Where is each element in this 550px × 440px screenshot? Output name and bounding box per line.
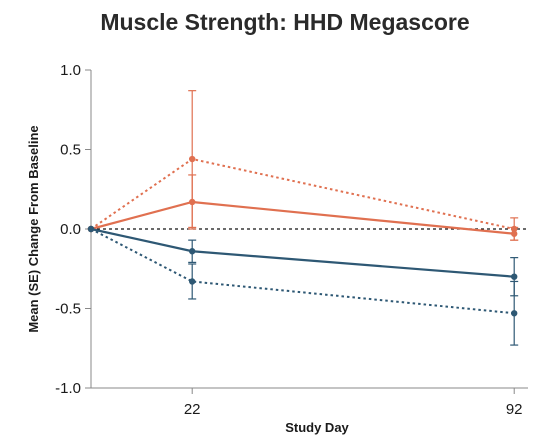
y-axis-label: Mean (SE) Change From Baseline: [26, 125, 41, 332]
x-axis-label: Study Day: [285, 420, 349, 435]
x-tick-label: 22: [184, 401, 201, 418]
series-layer: [87, 90, 519, 346]
data-point: [87, 225, 95, 233]
data-point: [189, 155, 196, 163]
series-line: [90, 157, 515, 230]
series-4: [87, 225, 519, 346]
data-point: [189, 248, 196, 255]
series-line: [90, 227, 515, 278]
chart-title: Muscle Strength: HHD Megascore: [100, 9, 469, 35]
y-ticks: 1.0 0.5 0.0 -0.5 -1.0: [55, 62, 91, 397]
y-tick-label: -1.0: [55, 380, 81, 397]
series-1: [87, 90, 519, 241]
series-2: [87, 174, 519, 241]
series-3: [87, 225, 519, 297]
x-ticks: 22 92: [184, 388, 523, 418]
data-point: [511, 230, 518, 237]
y-tick-label: 1.0: [60, 62, 81, 79]
data-point: [189, 278, 196, 285]
y-tick-label: -0.5: [55, 301, 81, 318]
data-point: [189, 198, 196, 206]
x-tick-label: 92: [506, 401, 523, 418]
data-point: [511, 273, 518, 280]
data-point: [511, 310, 518, 317]
y-tick-label: 0.0: [60, 221, 81, 238]
y-tick-label: 0.5: [60, 142, 81, 159]
